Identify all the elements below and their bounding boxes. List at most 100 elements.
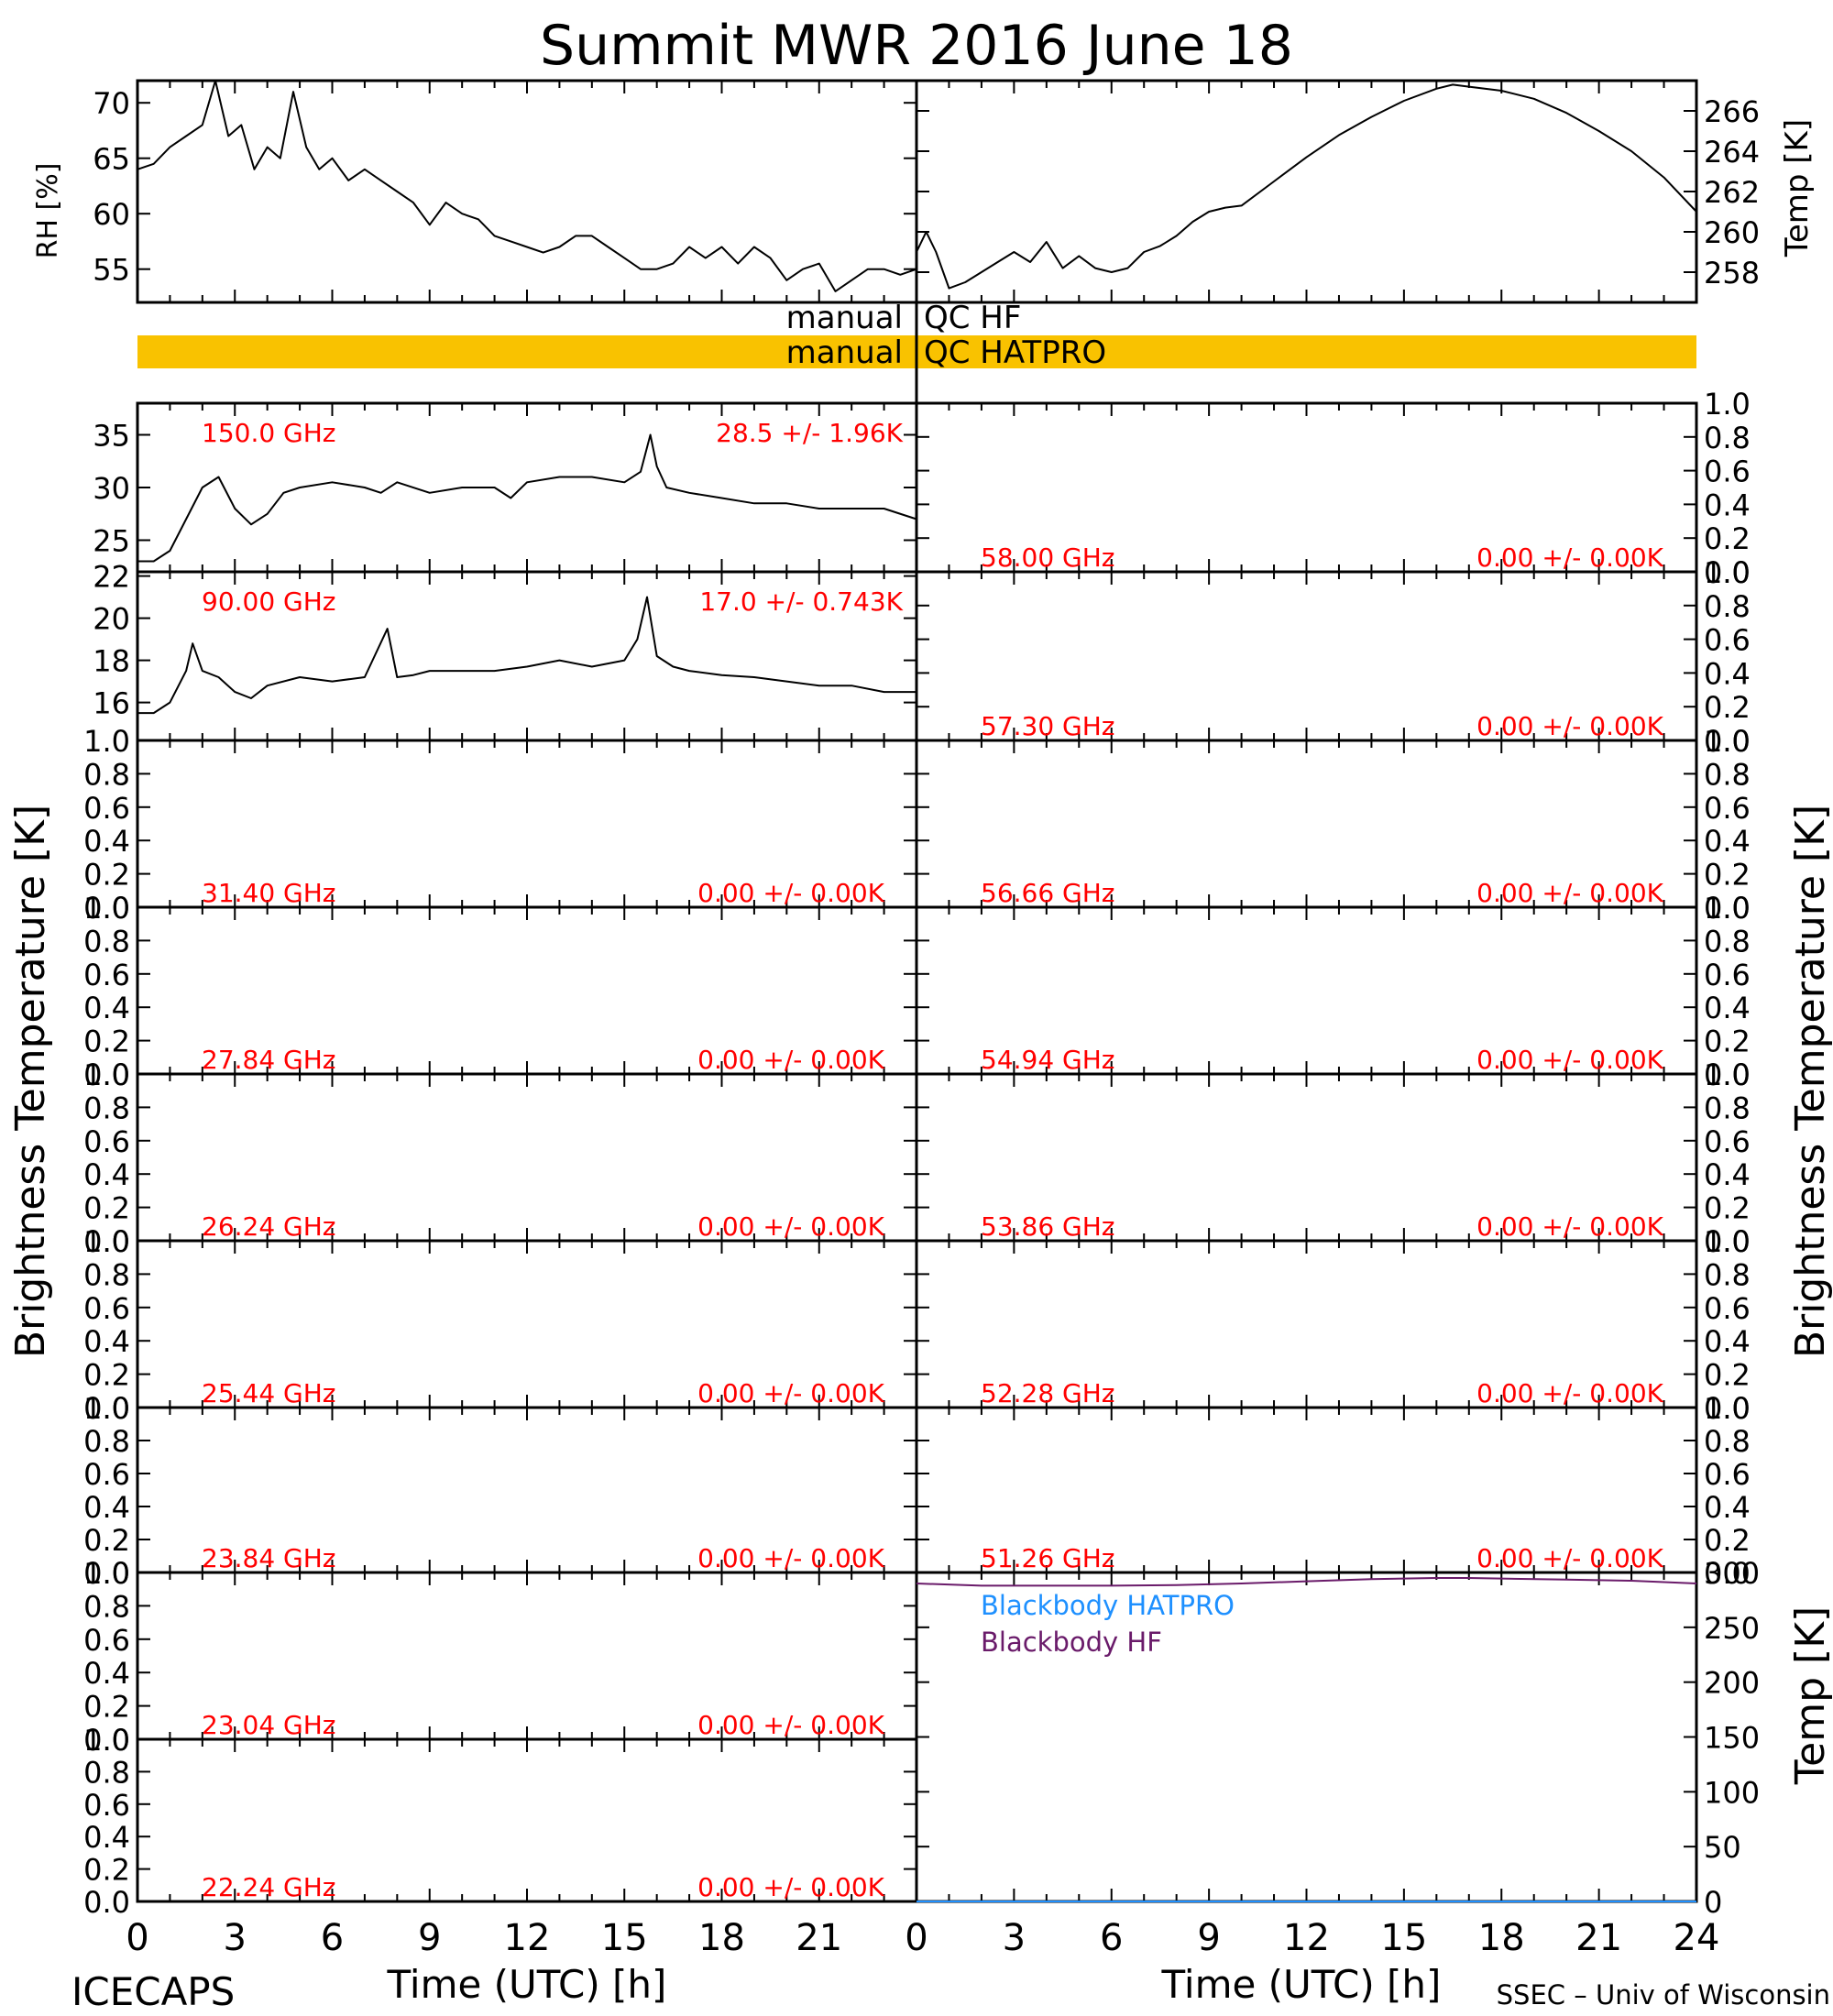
tb-51-26-panel-stats-label: 0.00 +/- 0.00K <box>1476 1543 1663 1573</box>
tb-52-28-panel-freq-label: 52.28 GHz <box>981 1378 1115 1408</box>
x-tick-label-left: 18 <box>698 1917 745 1959</box>
x-tick-label-left: 12 <box>504 1917 551 1959</box>
qc-hatpro-right-label: QC HATPRO <box>924 334 1106 371</box>
tb-57-30-panel-y-tick-label: 1.0 <box>1704 555 1751 590</box>
tb-25-44-panel-freq-label: 25.44 GHz <box>202 1378 336 1408</box>
tb-90-panel-freq-label: 90.00 GHz <box>202 586 336 617</box>
tb-31-40-panel-y-tick-label: 0.6 <box>83 791 130 826</box>
tb-53-86-panel-y-tick-label: 0.8 <box>1704 1090 1751 1125</box>
tb-23-84-panel-y-tick-label: 0.0 <box>83 1556 130 1591</box>
tb-150-panel-y-tick-label: 30 <box>93 471 130 506</box>
tb-53-86-panel-y-tick-label: 0.6 <box>1704 1124 1751 1159</box>
tb-25-44-panel-y-tick-label: 0.4 <box>83 1324 130 1359</box>
tb-51-26-panel-freq-label: 51.26 GHz <box>981 1543 1115 1573</box>
tb-27-84-panel-y-tick-label: 0.8 <box>83 924 130 959</box>
tb-90-panel-y-tick-label: 16 <box>93 686 130 721</box>
tb-54-94-panel-y-tick-label: 0.0 <box>1704 1057 1751 1092</box>
x-tick-label-right: 3 <box>1003 1917 1026 1959</box>
tb-56-66-panel-y-tick-label: 0.0 <box>1704 891 1751 926</box>
tb-23-04-panel-y-tick-label: 0.0 <box>83 1723 130 1758</box>
x-tick-label-left: 0 <box>126 1917 148 1959</box>
tb-27-84-panel-y-tick-label: 0.0 <box>83 1057 130 1092</box>
tb-53-86-panel-stats-label: 0.00 +/- 0.00K <box>1476 1211 1663 1242</box>
tb-54-94-panel-y-tick-label: 0.6 <box>1704 958 1751 992</box>
temp-surface-y-tick-label: 260 <box>1704 215 1760 250</box>
tb-23-84-panel-y-tick-label: 0.4 <box>83 1490 130 1525</box>
tb-51-26-panel-y-tick-label: 0.8 <box>1704 1424 1751 1459</box>
tb-56-66-panel-y-tick-label: 0.4 <box>1704 824 1751 859</box>
tb-25-44-panel-stats-label: 0.00 +/- 0.00K <box>697 1378 884 1408</box>
tb-51-26-panel-y-tick-label: 0.2 <box>1704 1523 1751 1558</box>
tb-31-40-panel-y-tick-label: 0.2 <box>83 858 130 893</box>
tb-23-04-panel-stats-label: 0.00 +/- 0.00K <box>697 1710 884 1740</box>
blackbody-legend-entry-1: Blackbody HATPRO <box>981 1590 1235 1621</box>
tb-52-28-panel-y-tick-label: 0.0 <box>1704 1391 1751 1426</box>
tb-23-84-panel-y-tick-label: 0.2 <box>83 1523 130 1558</box>
tb-22-24-panel-stats-label: 0.00 +/- 0.00K <box>697 1872 884 1902</box>
tb-31-40-panel-y-tick-label: 0.8 <box>83 757 130 792</box>
rh-y-tick-label: 60 <box>93 197 130 232</box>
tb-54-94-panel-stats-label: 0.00 +/- 0.00K <box>1476 1045 1663 1075</box>
tb-51-26-panel-y-tick-label: 1.0 <box>1704 1391 1751 1426</box>
tb-52-28-panel-y-tick-label: 0.2 <box>1704 1358 1751 1393</box>
tb-27-84-panel-freq-label: 27.84 GHz <box>202 1045 336 1075</box>
tb-58-00-panel-y-tick-label: 1.0 <box>1704 387 1751 422</box>
tb-90-panel-y-tick-label: 18 <box>93 644 130 679</box>
tb-23-84-panel-y-tick-label: 1.0 <box>83 1391 130 1426</box>
blackbody-y-tick-label: 300 <box>1704 1556 1760 1591</box>
rh-series-line <box>137 80 917 292</box>
tb-51-26-panel-y-tick-label: 0.6 <box>1704 1457 1751 1492</box>
tb-31-40-panel-y-tick-label: 0.4 <box>83 824 130 859</box>
temp-surface-y-tick-label: 266 <box>1704 94 1760 129</box>
tb-54-94-panel-y-tick-label: 0.8 <box>1704 924 1751 959</box>
tb-52-28-panel-stats-label: 0.00 +/- 0.00K <box>1476 1378 1663 1408</box>
tb-90-panel-y-tick-label: 20 <box>93 602 130 637</box>
blackbody-legend-entry-2: Blackbody HF <box>981 1627 1162 1658</box>
x-tick-label-right: 21 <box>1575 1917 1622 1959</box>
tb-58-00-panel-y-tick-label: 0.4 <box>1704 488 1751 522</box>
tb-31-40-panel-y-tick-label: 1.0 <box>83 724 130 759</box>
tb-90-panel-y-tick-label: 22 <box>93 560 130 595</box>
tb-22-24-panel-y-tick-label: 0.6 <box>83 1788 130 1823</box>
qc-hatpro-left-label: manual <box>786 334 903 371</box>
tb-150-panel-stats-label: 28.5 +/- 1.96K <box>716 418 903 448</box>
tb-26-24-panel-y-tick-label: 1.0 <box>83 1057 130 1092</box>
tb-25-44-panel-y-tick-label: 0.8 <box>83 1257 130 1292</box>
tb-52-28-panel-y-tick-label: 0.4 <box>1704 1324 1751 1359</box>
tb-23-04-panel-y-tick-label: 0.2 <box>83 1690 130 1725</box>
tb-26-24-panel-y-tick-label: 0.8 <box>83 1090 130 1125</box>
tb-23-04-panel-y-tick-label: 0.6 <box>83 1623 130 1658</box>
tb-26-24-panel-y-tick-label: 0.4 <box>83 1157 130 1192</box>
temp-surface-panel-frame <box>915 79 1698 304</box>
rh-y-tick-label: 65 <box>93 142 130 177</box>
tb-53-86-panel-y-tick-label: 1.0 <box>1704 1057 1751 1092</box>
tb-54-94-panel-freq-label: 54.94 GHz <box>981 1045 1115 1075</box>
x-tick-label-left: 6 <box>321 1917 344 1959</box>
tb-27-84-panel-y-tick-label: 0.6 <box>83 958 130 992</box>
tb-57-30-panel-y-tick-label: 0.2 <box>1704 690 1751 725</box>
tb-26-24-panel-y-tick-label: 0.2 <box>83 1191 130 1226</box>
tb-58-00-panel-y-tick-label: 0.2 <box>1704 521 1751 556</box>
blackbody-y-tick-label: 0 <box>1704 1885 1722 1920</box>
tb-57-30-panel-freq-label: 57.30 GHz <box>981 711 1115 741</box>
x-tick-label-left: 21 <box>796 1917 842 1959</box>
tb-56-66-panel-y-tick-label: 0.2 <box>1704 858 1751 893</box>
tb-25-44-panel-y-tick-label: 0.6 <box>83 1291 130 1326</box>
tb-31-40-panel-stats-label: 0.00 +/- 0.00K <box>697 878 884 908</box>
tb-51-26-panel-y-tick-label: 0.0 <box>1704 1556 1751 1591</box>
x-tick-label-right: 24 <box>1674 1917 1720 1959</box>
tb-25-44-panel-y-tick-label: 0.0 <box>83 1391 130 1426</box>
tb-23-84-panel-y-tick-label: 0.8 <box>83 1424 130 1459</box>
blackbody-panel-frame <box>915 1571 1698 1903</box>
tb-23-04-panel-y-tick-label: 0.4 <box>83 1656 130 1691</box>
tb-26-24-panel-y-tick-label: 0.6 <box>83 1124 130 1159</box>
temp-surface-y-tick-label: 258 <box>1704 256 1760 290</box>
tb-52-28-panel-y-tick-label: 1.0 <box>1704 1224 1751 1259</box>
tb-25-44-panel-y-tick-label: 0.2 <box>83 1358 130 1393</box>
x-tick-label-right: 9 <box>1197 1917 1220 1959</box>
tb-58-00-panel-freq-label: 58.00 GHz <box>981 542 1115 573</box>
tb-31-40-panel-freq-label: 31.40 GHz <box>202 878 336 908</box>
tb-150-panel-y-tick-label: 25 <box>93 524 130 559</box>
